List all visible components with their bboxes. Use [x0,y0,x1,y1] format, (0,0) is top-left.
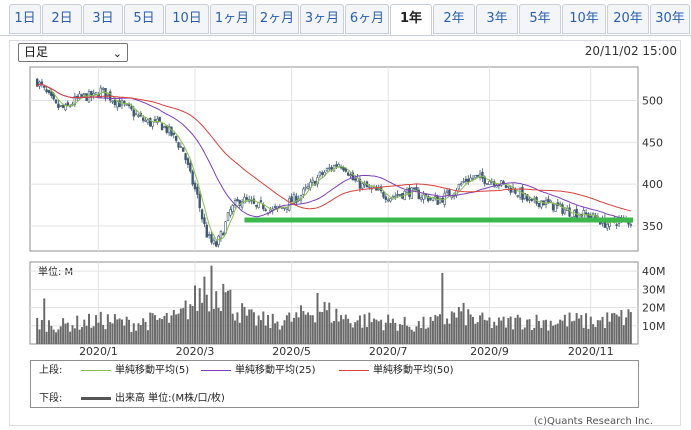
legend-ma50-label: 単純移動平均(50) [373,365,454,376]
period-tab-bar: 1日 2日 3日 5日 10日 1ヶ月 2ヶ月 3ヶ月 6ヶ月 1年 2年 3年 5年 10年 20年 30年 [0,0,691,36]
legend-ma5-label: 単純移動平均(5) [115,365,190,376]
tab-14[interactable]: 20年 [607,4,649,34]
tab-15[interactable]: 30年 [650,4,690,34]
legend-ma25: 単純移動平均(25) [201,364,316,378]
legend-ma5-swatch [81,369,111,371]
tab-6[interactable]: 2ヶ月 [255,4,299,34]
tab-11[interactable]: 3年 [476,4,518,34]
legend-volume-label: 出来高 単位:(M株/口/枚) [115,393,225,404]
legend-volume-swatch [81,396,111,400]
tab-7[interactable]: 3ヶ月 [300,4,344,34]
legend-ma50: 単純移動平均(50) [339,364,454,378]
tab-12[interactable]: 5年 [519,4,561,34]
legend-ma25-swatch [201,369,231,371]
tab-2[interactable]: 3日 [83,4,123,34]
legend-volume: 出来高 単位:(M株/口/枚) [81,392,225,406]
legend-ma25-label: 単純移動平均(25) [235,365,316,376]
tab-bar-divider [0,35,691,36]
legend-ma5: 単純移動平均(5) [81,364,189,378]
last-updated-timestamp: 20/11/02 15:00 [584,44,677,58]
interval-select[interactable]: 日足 ⌄ [18,43,128,62]
tab-3[interactable]: 5日 [124,4,164,34]
copyright-notice: (c)Quants Research Inc. [533,416,653,427]
chevron-down-icon: ⌄ [112,47,122,60]
tab-10[interactable]: 2年 [433,4,475,34]
tab-1[interactable]: 2日 [42,4,82,34]
tab-8[interactable]: 6ヶ月 [345,4,389,34]
legend-upper-label: 上段: [39,365,63,376]
interval-select-value: 日足 [24,45,49,59]
legend-box: 上段: 単純移動平均(5) 単純移動平均(25) 単純移動平均(50) 下段: … [30,360,639,408]
tab-0[interactable]: 1日 [9,4,41,34]
legend-ma50-swatch [339,369,369,371]
legend-lower-label: 下段: [39,393,63,404]
tab-13[interactable]: 10年 [562,4,606,34]
tab-9[interactable]: 1年 [390,4,432,36]
tab-4[interactable]: 10日 [165,4,209,34]
tab-5[interactable]: 1ヶ月 [210,4,254,34]
